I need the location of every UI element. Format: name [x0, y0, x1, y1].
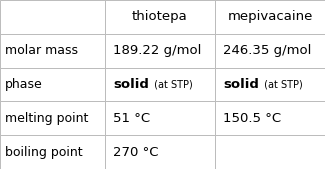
Bar [105, 68, 215, 101]
Text: thiotepa: thiotepa [132, 10, 188, 23]
Text: (at STP): (at STP) [151, 79, 193, 90]
Bar [105, 0, 215, 34]
Bar [215, 34, 325, 68]
Text: phase: phase [5, 78, 43, 91]
Text: 51 °C: 51 °C [113, 112, 150, 125]
Text: molar mass: molar mass [5, 44, 78, 57]
Text: 270 °C: 270 °C [113, 146, 159, 159]
Text: melting point: melting point [5, 112, 88, 125]
Bar [215, 135, 325, 169]
Bar [0, 101, 105, 135]
Text: 189.22 g/mol: 189.22 g/mol [113, 44, 202, 57]
Text: 150.5 °C: 150.5 °C [223, 112, 281, 125]
Text: 246.35 g/mol: 246.35 g/mol [223, 44, 311, 57]
Bar [0, 34, 105, 68]
Bar [105, 135, 215, 169]
Bar [0, 135, 105, 169]
Bar [105, 34, 215, 68]
Bar [0, 68, 105, 101]
Text: solid: solid [223, 78, 259, 91]
Text: boiling point: boiling point [5, 146, 83, 159]
Bar [0, 0, 105, 34]
Text: solid: solid [113, 78, 149, 91]
Text: mepivacaine: mepivacaine [227, 10, 313, 23]
Bar [105, 101, 215, 135]
Bar [215, 101, 325, 135]
Bar [215, 68, 325, 101]
Text: (at STP): (at STP) [261, 79, 303, 90]
Bar [215, 0, 325, 34]
